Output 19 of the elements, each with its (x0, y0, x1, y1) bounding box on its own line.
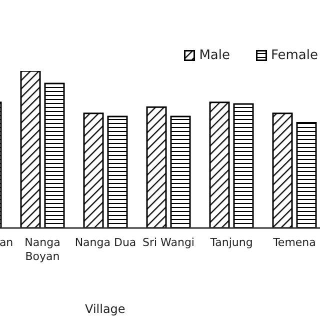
bar (272, 112, 293, 228)
x-tick-label: Nanga Dua (74, 236, 136, 249)
bar (146, 106, 167, 228)
bar (107, 116, 128, 228)
legend-label: Female (270, 48, 318, 63)
bar (170, 116, 191, 228)
x-tick-label: Temena (272, 236, 316, 249)
x-tick-label: Nanga Boyan (24, 236, 60, 263)
legend-label: Male (199, 48, 230, 63)
bar (20, 71, 41, 228)
bar (83, 112, 104, 228)
x-tick-label: Sri Wangi (142, 236, 194, 249)
x-tick-label: Tanjung (209, 236, 253, 249)
bar (296, 122, 317, 228)
x-axis-title: Village (85, 302, 126, 316)
x-tick-label: an (0, 236, 14, 249)
bar (44, 82, 65, 228)
bar (209, 102, 230, 228)
bar (233, 103, 254, 228)
